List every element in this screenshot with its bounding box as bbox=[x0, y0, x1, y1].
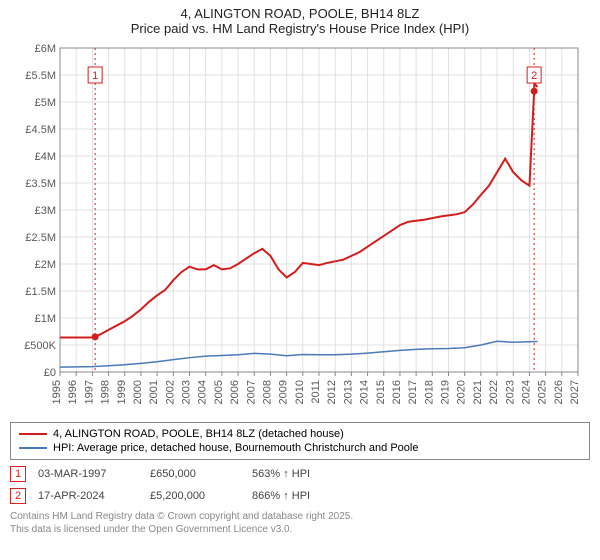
svg-text:£5M: £5M bbox=[35, 97, 56, 109]
svg-text:2007: 2007 bbox=[245, 380, 257, 404]
svg-text:£1M: £1M bbox=[35, 313, 56, 325]
svg-text:£2.5M: £2.5M bbox=[25, 232, 56, 244]
chart-title-block: 4, ALINGTON ROAD, POOLE, BH14 8LZ Price … bbox=[10, 6, 590, 36]
svg-text:£5.5M: £5.5M bbox=[25, 70, 56, 82]
sale-hpi: 866% ↑ HPI bbox=[252, 490, 310, 502]
svg-text:2012: 2012 bbox=[326, 380, 338, 404]
footer-attribution: Contains HM Land Registry data © Crown c… bbox=[10, 510, 590, 536]
svg-text:2003: 2003 bbox=[181, 380, 193, 404]
sale-hpi: 563% ↑ HPI bbox=[252, 468, 310, 480]
svg-text:2020: 2020 bbox=[456, 380, 468, 404]
title-subtitle: Price paid vs. HM Land Registry's House … bbox=[10, 21, 590, 36]
sale-date: 17-APR-2024 bbox=[38, 490, 138, 502]
svg-text:2011: 2011 bbox=[310, 380, 322, 404]
legend-swatch bbox=[19, 447, 47, 449]
legend-label: HPI: Average price, detached house, Bour… bbox=[53, 442, 418, 454]
sale-row: 2 17-APR-2024 £5,200,000 866% ↑ HPI bbox=[10, 488, 590, 504]
svg-text:2017: 2017 bbox=[407, 380, 419, 404]
svg-text:2009: 2009 bbox=[278, 380, 290, 404]
svg-text:2000: 2000 bbox=[132, 380, 144, 404]
svg-text:1998: 1998 bbox=[100, 380, 112, 404]
svg-text:2015: 2015 bbox=[375, 380, 387, 404]
footer-line: Contains HM Land Registry data © Crown c… bbox=[10, 510, 590, 523]
svg-text:2021: 2021 bbox=[472, 380, 484, 404]
svg-text:£6M: £6M bbox=[35, 43, 56, 55]
svg-text:2005: 2005 bbox=[213, 380, 225, 404]
svg-text:2004: 2004 bbox=[197, 380, 209, 404]
svg-text:£4M: £4M bbox=[35, 151, 56, 163]
svg-text:2022: 2022 bbox=[488, 380, 500, 404]
sale-price: £650,000 bbox=[150, 468, 240, 480]
legend-swatch bbox=[19, 433, 47, 435]
sale-price: £5,200,000 bbox=[150, 490, 240, 502]
svg-text:2024: 2024 bbox=[520, 380, 532, 404]
sale-row: 1 03-MAR-1997 £650,000 563% ↑ HPI bbox=[10, 466, 590, 482]
svg-text:£500K: £500K bbox=[24, 340, 56, 352]
svg-text:2016: 2016 bbox=[391, 380, 403, 404]
svg-text:2014: 2014 bbox=[359, 380, 371, 404]
footer-line: This data is licensed under the Open Gov… bbox=[10, 523, 590, 536]
svg-text:2008: 2008 bbox=[261, 380, 273, 404]
marker-badge: 1 bbox=[10, 466, 26, 482]
svg-text:2026: 2026 bbox=[553, 380, 565, 404]
svg-text:2023: 2023 bbox=[504, 380, 516, 404]
svg-text:1995: 1995 bbox=[51, 380, 63, 404]
legend-item: HPI: Average price, detached house, Bour… bbox=[19, 441, 581, 455]
svg-text:1999: 1999 bbox=[116, 380, 128, 404]
svg-text:£3.5M: £3.5M bbox=[25, 178, 56, 190]
svg-text:£0: £0 bbox=[44, 367, 56, 379]
svg-text:2025: 2025 bbox=[537, 380, 549, 404]
svg-text:2027: 2027 bbox=[569, 380, 581, 404]
svg-text:2002: 2002 bbox=[164, 380, 176, 404]
svg-text:1996: 1996 bbox=[67, 380, 79, 404]
svg-text:2006: 2006 bbox=[229, 380, 241, 404]
svg-text:2001: 2001 bbox=[148, 380, 160, 404]
svg-text:2018: 2018 bbox=[423, 380, 435, 404]
sale-date: 03-MAR-1997 bbox=[38, 468, 138, 480]
svg-text:£2M: £2M bbox=[35, 259, 56, 271]
line-chart-svg: £0 £500K £1M £1.5M £2M £2.5M £3M £3.5M £4M £4.5M £… bbox=[10, 40, 590, 420]
chart-area: £0 £500K £1M £1.5M £2M £2.5M £3M £3.5M £4M £4.5M £… bbox=[10, 40, 590, 420]
legend: 4, ALINGTON ROAD, POOLE, BH14 8LZ (detac… bbox=[10, 422, 590, 460]
svg-text:2010: 2010 bbox=[294, 380, 306, 404]
legend-label: 4, ALINGTON ROAD, POOLE, BH14 8LZ (detac… bbox=[53, 428, 344, 440]
svg-text:£4.5M: £4.5M bbox=[25, 124, 56, 136]
svg-text:2019: 2019 bbox=[440, 380, 452, 404]
svg-text:1997: 1997 bbox=[83, 380, 95, 404]
svg-text:1: 1 bbox=[92, 70, 98, 82]
legend-item: 4, ALINGTON ROAD, POOLE, BH14 8LZ (detac… bbox=[19, 427, 581, 441]
svg-text:£3M: £3M bbox=[35, 205, 56, 217]
svg-text:£1.5M: £1.5M bbox=[25, 286, 56, 298]
marker-badge: 2 bbox=[10, 488, 26, 504]
title-address: 4, ALINGTON ROAD, POOLE, BH14 8LZ bbox=[10, 6, 590, 21]
svg-text:2013: 2013 bbox=[342, 380, 354, 404]
svg-text:2: 2 bbox=[531, 70, 537, 82]
